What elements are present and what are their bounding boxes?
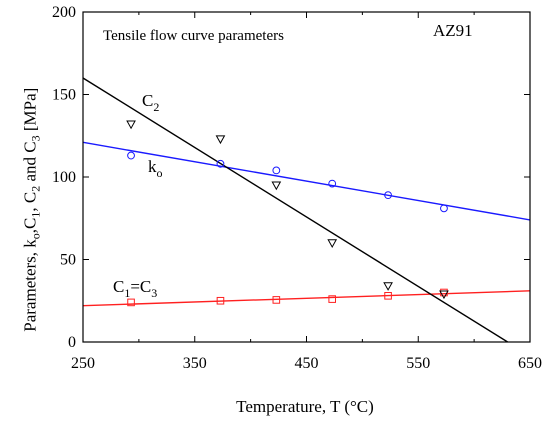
c2-point <box>126 120 136 130</box>
series-label-ko: ko <box>148 157 163 180</box>
c1-c3-fit-line <box>83 290 530 307</box>
x-axis-label: Temperature, T (°C) <box>236 397 374 416</box>
x-tick-label: 250 <box>71 355 95 372</box>
y-tick-label: 50 <box>60 252 76 269</box>
x-tick-label: 650 <box>518 355 542 372</box>
y-tick-label: 0 <box>68 334 76 351</box>
x-tick-label: 550 <box>406 355 430 372</box>
y-tick-label: 100 <box>52 169 76 186</box>
y-axis-label: Parameters, ko,C1, C2 and C3 [MPa] <box>20 87 43 332</box>
c2-point <box>271 181 282 191</box>
ko-point <box>216 159 225 168</box>
material-label: AZ91 <box>433 21 473 40</box>
chart-title: Tensile flow curve parameters <box>103 28 284 44</box>
series-label-c1-c3: C1=C3 <box>113 277 157 300</box>
c2-point <box>215 135 226 145</box>
series-label-c2: C2 <box>142 91 159 114</box>
c2-point <box>439 290 449 300</box>
c2-fit-line <box>83 77 509 342</box>
x-tick-label: 350 <box>183 355 207 372</box>
c1-c3-point <box>272 296 281 304</box>
x-tick-label: 450 <box>295 355 319 372</box>
c1-c3-point <box>127 298 135 307</box>
ko-fit-line <box>83 141 530 221</box>
ko-point <box>384 191 392 200</box>
ko-point <box>127 151 135 160</box>
c1-c3-point <box>328 295 337 303</box>
y-tick-label: 150 <box>52 87 76 104</box>
ko-point <box>272 166 281 175</box>
ko-point <box>440 204 448 213</box>
y-tick-label: 200 <box>52 4 76 21</box>
c1-c3-point <box>384 292 392 300</box>
c2-point <box>327 239 338 249</box>
c1-c3-point <box>216 296 225 305</box>
c2-point <box>383 282 393 291</box>
ko-point <box>328 179 337 188</box>
